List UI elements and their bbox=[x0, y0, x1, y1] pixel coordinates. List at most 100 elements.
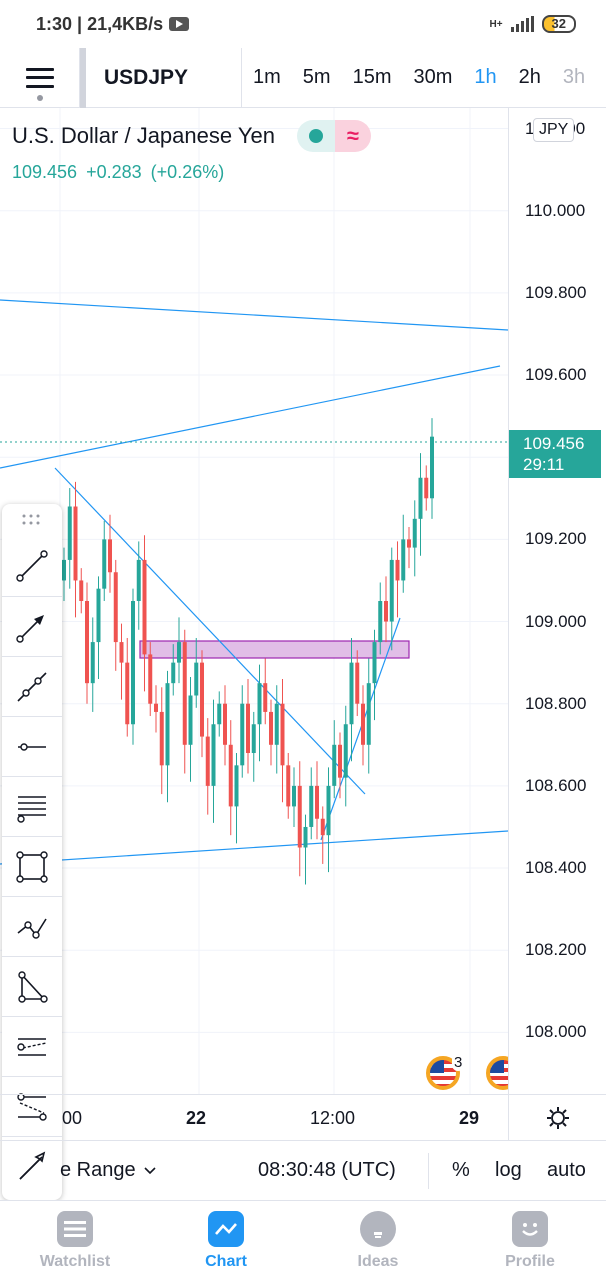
arrow-line-tool[interactable] bbox=[2, 596, 62, 656]
interval-1h[interactable]: 1h bbox=[474, 66, 497, 88]
candle-body bbox=[286, 765, 291, 807]
tab-label: Watchlist bbox=[39, 1253, 111, 1270]
symbol-search-button[interactable]: USDJPY bbox=[86, 47, 242, 108]
horizontal-line-tool[interactable] bbox=[2, 716, 62, 776]
candle-body bbox=[90, 642, 95, 684]
fib-tool[interactable] bbox=[2, 1076, 62, 1136]
descending-trend-line[interactable] bbox=[54, 467, 366, 795]
tab-label: Chart bbox=[205, 1253, 247, 1270]
price-tick-label: 110.000 bbox=[525, 200, 586, 220]
current-price: 109.456 bbox=[12, 162, 78, 182]
notification-dot bbox=[37, 94, 43, 101]
arrow-line-icon bbox=[16, 614, 44, 643]
utc-clock[interactable]: 08:30:48 (UTC) bbox=[258, 1159, 396, 1181]
us-event-flag-icon[interactable] bbox=[486, 1056, 508, 1090]
pitchfork-tool[interactable] bbox=[2, 1016, 62, 1076]
price-chart[interactable] bbox=[0, 108, 508, 1094]
trend-line-icon bbox=[16, 550, 48, 582]
rectangle-tool[interactable] bbox=[2, 836, 62, 896]
tab-label: Profile bbox=[505, 1253, 555, 1270]
chart-grid bbox=[0, 108, 508, 1094]
date-range-label: e Range bbox=[60, 1159, 136, 1181]
drawing-toolbar bbox=[2, 504, 62, 1200]
time-label: 22 bbox=[186, 1108, 207, 1128]
upper-channel-line[interactable] bbox=[0, 299, 508, 331]
candle-body bbox=[136, 559, 141, 601]
support-zone-rectangle[interactable] bbox=[139, 640, 410, 659]
candle-body bbox=[96, 588, 101, 643]
hamburger-icon bbox=[25, 67, 54, 88]
time-label: 29 bbox=[459, 1108, 480, 1128]
status-bar: 1:30 | 21,4KB/s H+ 32 bbox=[0, 0, 606, 48]
smiley-icon bbox=[512, 1211, 548, 1247]
candle-body bbox=[113, 572, 118, 643]
status-time: 1:30 | 21,4KB/s bbox=[36, 13, 164, 34]
parallel-lines-tool[interactable] bbox=[2, 776, 62, 836]
wave-icon[interactable]: ≈ bbox=[334, 120, 371, 152]
signal-icon bbox=[510, 16, 534, 32]
price-axis[interactable]: 110.200110.000109.800109.600109.400109.2… bbox=[508, 108, 606, 1094]
symbol-description: U.S. Dollar / Japanese Yen bbox=[12, 123, 275, 148]
chart-icon bbox=[208, 1211, 244, 1247]
candle-body bbox=[303, 826, 308, 848]
price-tick-label: 109.800 bbox=[525, 282, 587, 302]
candle-body bbox=[102, 539, 107, 589]
chart-drawings[interactable] bbox=[0, 299, 508, 865]
candle-body bbox=[263, 683, 268, 712]
tab-ideas[interactable]: Ideas bbox=[323, 1211, 433, 1271]
interval-15m[interactable]: 15m bbox=[352, 66, 392, 88]
candle-body bbox=[349, 662, 354, 725]
candle-body bbox=[125, 662, 130, 725]
chart-settings-button[interactable] bbox=[508, 1095, 606, 1141]
ray-tool[interactable] bbox=[2, 656, 62, 716]
candle-body bbox=[205, 736, 210, 786]
tab-profile[interactable]: Profile bbox=[475, 1211, 585, 1271]
legend-values: 109.456 +0.283 (+0.26%) bbox=[12, 162, 371, 183]
candle-body bbox=[79, 580, 84, 601]
drag-handle-icon[interactable] bbox=[21, 513, 41, 527]
tab-chart[interactable]: Chart bbox=[171, 1211, 281, 1271]
interval-selector: 1m 5m 15m 30m 1h 2h 3h bbox=[242, 66, 606, 89]
chart-legend[interactable]: U.S. Dollar / Japanese Yen ≈ 109.456 +0.… bbox=[12, 120, 371, 183]
rising-trend-line[interactable] bbox=[0, 365, 501, 469]
chart-pane[interactable] bbox=[0, 108, 508, 1094]
time-axis[interactable]: 00 22 12:00 29 bbox=[0, 1094, 606, 1141]
menu-button[interactable] bbox=[0, 47, 80, 108]
interval-5m[interactable]: 5m bbox=[302, 66, 331, 88]
interval-3h[interactable]: 3h bbox=[562, 66, 586, 88]
tab-label: Ideas bbox=[357, 1253, 399, 1270]
bottom-controls: e Range 08:30:48 (UTC) % log auto bbox=[0, 1140, 606, 1200]
candle-body bbox=[234, 765, 239, 807]
tab-watchlist[interactable]: Watchlist bbox=[20, 1211, 130, 1271]
currency-tag[interactable]: JPY bbox=[533, 118, 575, 142]
triangle-tool[interactable] bbox=[2, 956, 62, 1016]
pitchfork-icon bbox=[17, 1037, 47, 1056]
candle-body bbox=[228, 744, 233, 807]
candle-body bbox=[211, 724, 216, 786]
trend-line-tool[interactable] bbox=[2, 536, 62, 596]
candle-body bbox=[274, 703, 279, 745]
candle-body bbox=[269, 711, 273, 745]
lower-channel-line[interactable] bbox=[0, 830, 508, 865]
log-scale-toggle[interactable]: log bbox=[495, 1159, 522, 1181]
candle-body bbox=[338, 744, 342, 778]
interval-1m[interactable]: 1m bbox=[253, 66, 281, 88]
percent-scale-toggle[interactable]: % bbox=[452, 1159, 470, 1181]
breakout-trend-line[interactable] bbox=[320, 617, 401, 841]
brush-arrow-tool[interactable] bbox=[2, 1136, 62, 1196]
candlesticks bbox=[62, 418, 434, 885]
price-tick-label: 109.200 bbox=[525, 529, 587, 549]
legend-badges[interactable]: ≈ bbox=[296, 120, 371, 152]
candle-body bbox=[366, 683, 371, 745]
candle-body bbox=[177, 642, 181, 663]
interval-2h[interactable]: 2h bbox=[518, 66, 541, 88]
candle-body bbox=[418, 477, 423, 519]
date-range-button[interactable]: e Range bbox=[60, 1159, 156, 1182]
auto-scale-toggle[interactable]: auto bbox=[547, 1159, 586, 1181]
market-status-icon[interactable] bbox=[296, 120, 335, 152]
path-tool[interactable] bbox=[2, 896, 62, 956]
youtube-icon bbox=[169, 17, 190, 31]
interval-30m[interactable]: 30m bbox=[413, 66, 453, 88]
candle-body bbox=[372, 642, 377, 684]
chart-toolbar: USDJPY 1m 5m 15m 30m 1h 2h 3h bbox=[0, 47, 606, 108]
